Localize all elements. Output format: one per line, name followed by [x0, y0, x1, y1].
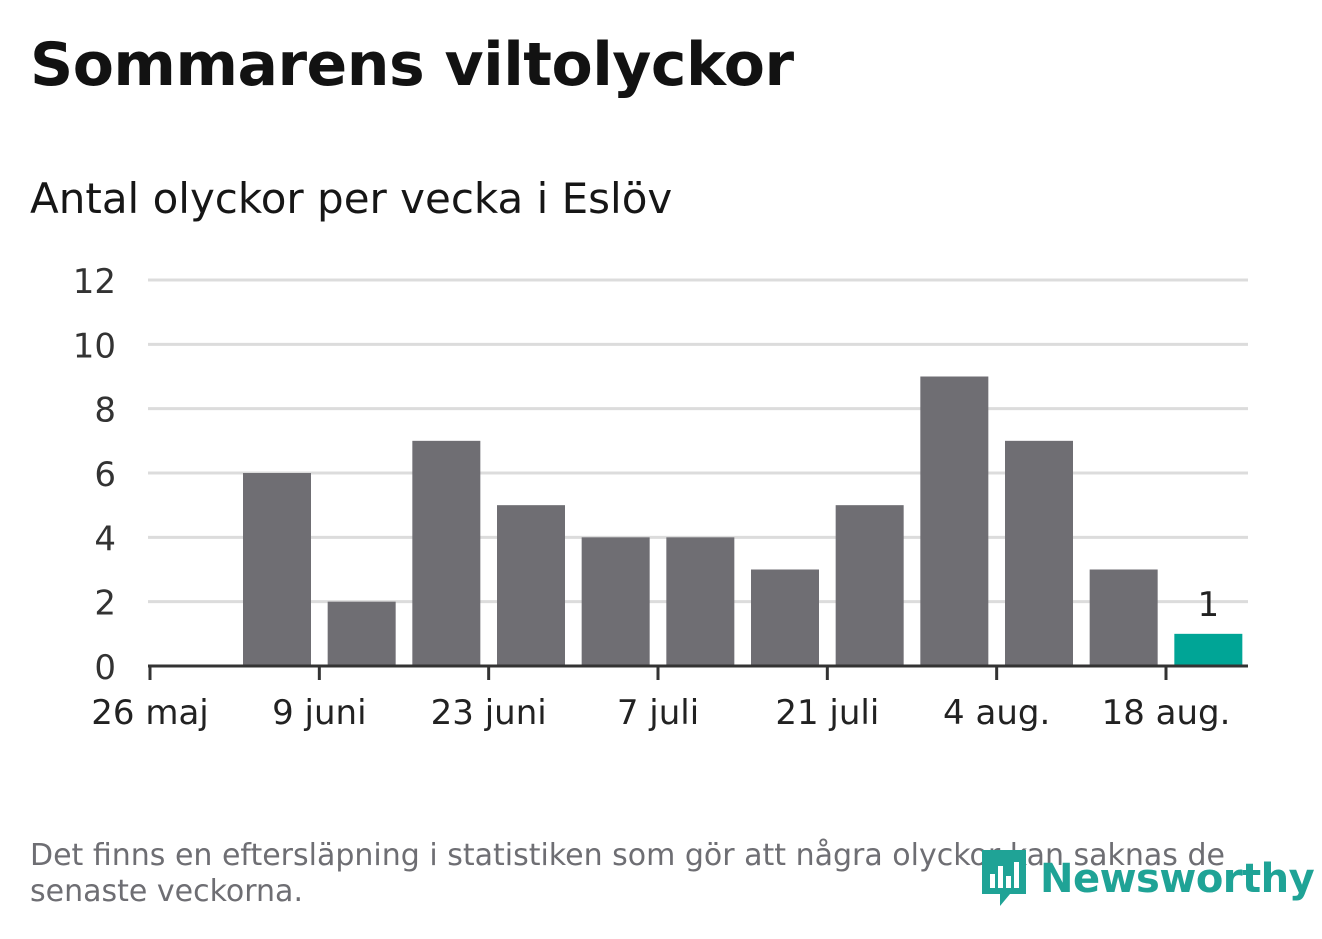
- bar-10: [1005, 440, 1073, 666]
- x-tick-label-8: 21 juli: [775, 693, 879, 733]
- x-tick-label-2: 9 juni: [272, 693, 366, 733]
- x-tick-label-4: 23 juni: [431, 693, 547, 733]
- bar-7: [751, 569, 819, 666]
- brand-name: Newsworthy: [1040, 856, 1315, 902]
- y-tick-label-8: 8: [94, 391, 116, 431]
- newsworthy-logo: Newsworthy: [978, 846, 1315, 912]
- bar-5: [581, 537, 650, 666]
- x-tick-label-12: 18 aug.: [1102, 693, 1231, 733]
- bar-9: [920, 376, 989, 666]
- y-tick-label-2: 2: [94, 584, 116, 624]
- bar-1: [243, 473, 311, 666]
- bar-3: [412, 440, 481, 666]
- y-tick-label-12: 12: [73, 262, 116, 302]
- x-tick-label-10: 4 aug.: [943, 693, 1050, 733]
- bar-11: [1089, 569, 1158, 666]
- y-tick-label-0: 0: [94, 648, 116, 688]
- bar-2: [327, 601, 396, 666]
- x-tick-label-0: 26 maj: [91, 693, 208, 733]
- y-tick-label-6: 6: [94, 455, 116, 495]
- x-tick-label-6: 7 juli: [617, 693, 699, 733]
- chart-subtitle: Antal olyckor per vecka i Eslöv: [30, 174, 673, 223]
- data-label-12: 1: [1198, 585, 1220, 625]
- bar-6: [666, 537, 735, 666]
- newsworthy-logo-icon: [982, 850, 1026, 906]
- y-tick-label-10: 10: [73, 326, 116, 366]
- bar-12: [1174, 633, 1243, 666]
- y-tick-label-4: 4: [94, 519, 116, 559]
- bar-8: [835, 505, 904, 666]
- chart-title: Sommarens viltolyckor: [30, 30, 794, 100]
- bar-4: [497, 505, 565, 666]
